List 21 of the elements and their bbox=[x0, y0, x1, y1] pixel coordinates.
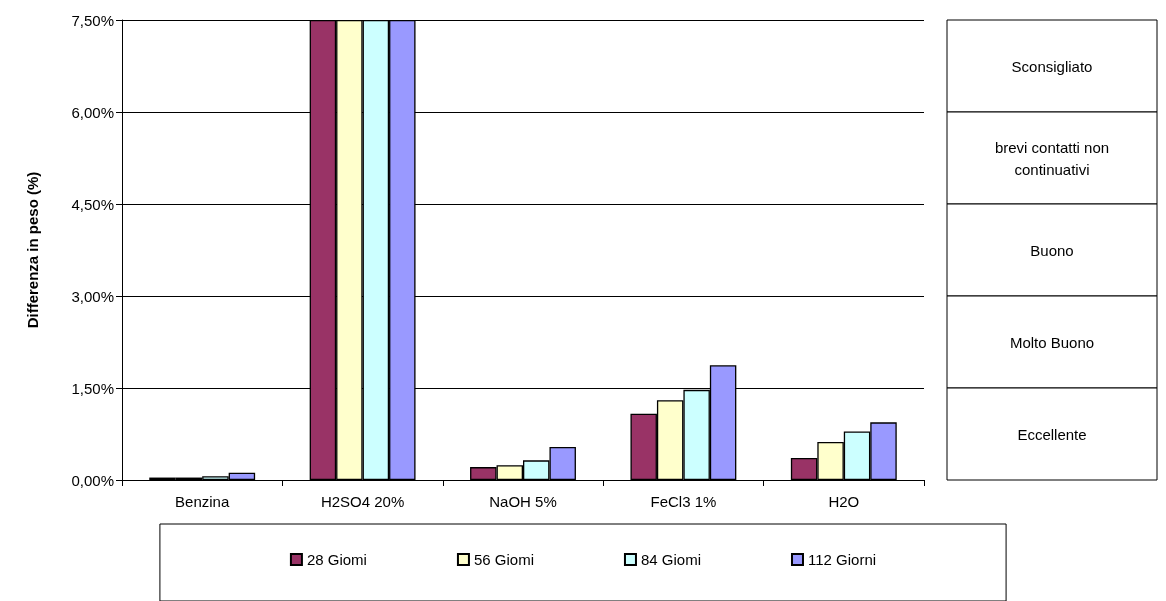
y-tick-label: 6,00% bbox=[71, 103, 114, 121]
text: Sconsigliato bbox=[1011, 57, 1093, 75]
text: Molto Buono bbox=[1009, 333, 1095, 351]
legend-label: 112 Giorni bbox=[807, 551, 877, 568]
y-tick-label: 7,50% bbox=[71, 11, 114, 29]
text: Buono bbox=[1030, 241, 1074, 259]
legend-label: 84 Giomi bbox=[640, 551, 701, 568]
y-tick-label: 0,00% bbox=[71, 471, 114, 489]
y-axis-title: Differenza in peso (%) bbox=[24, 171, 41, 329]
x-tick-label: FeCl3 1% bbox=[650, 493, 717, 510]
text: brevi contatti non continuativi bbox=[994, 138, 1110, 178]
legend-label: 56 Giomi bbox=[473, 551, 534, 568]
y-tick-label: 1,50% bbox=[71, 379, 114, 397]
y-tick-label: 3,00% bbox=[71, 287, 114, 305]
y-tick-label: 4,50% bbox=[71, 195, 114, 213]
x-tick-label: H2O bbox=[828, 493, 860, 510]
legend-label: 28 Giomi bbox=[306, 551, 367, 568]
x-tick-label: NaOH 5% bbox=[489, 493, 557, 510]
x-tick-label: Benzina bbox=[175, 493, 230, 510]
x-tick-label: H2SO4 20% bbox=[320, 493, 405, 510]
text: Eccellente bbox=[1017, 425, 1087, 443]
